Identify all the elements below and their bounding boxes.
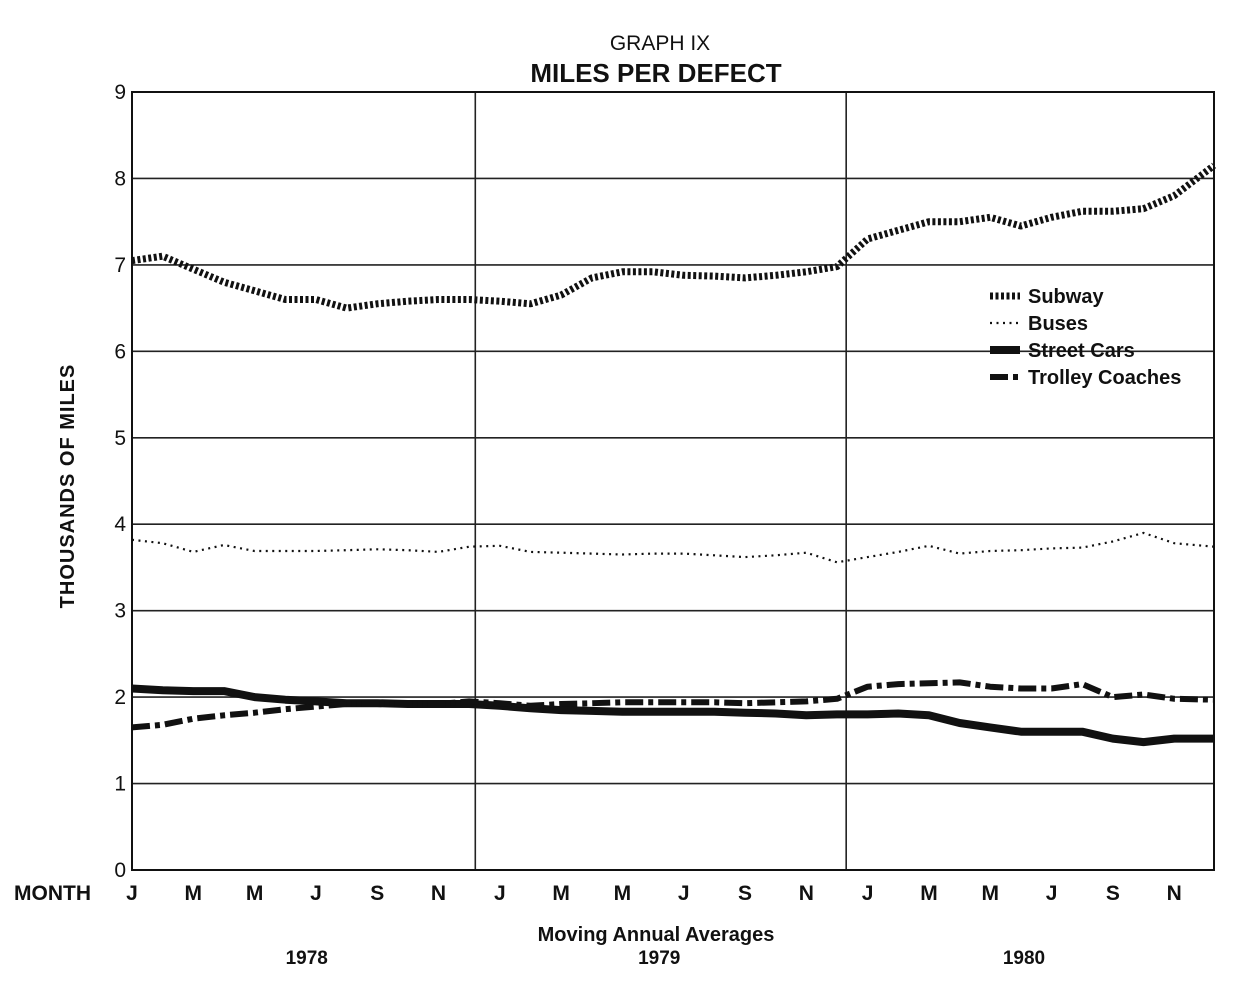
y-tick-5: 5	[114, 427, 126, 450]
x-tick-0: J	[126, 882, 138, 905]
series-street-cars-line	[131, 684, 1214, 747]
chart-title: MILES PER DEFECT	[530, 58, 781, 88]
x-tick-15: J	[1046, 882, 1058, 905]
y-axis-label: THOUSANDS OF MILES	[57, 364, 79, 609]
x-tick-14: M	[981, 882, 999, 905]
x-tick-17: N	[1167, 882, 1182, 905]
year-label-1980: 1980	[1003, 948, 1045, 969]
year-labels: 1978 1979 1980	[286, 948, 1046, 969]
y-tick-4: 4	[114, 513, 126, 536]
series-buses-line	[131, 531, 1215, 564]
x-axis-label: Moving Annual Averages	[538, 924, 775, 946]
legend: Subway Buses Street Cars Trolley Coaches	[990, 286, 1181, 389]
x-tick-5: N	[431, 882, 446, 905]
x-tick-6: J	[494, 882, 506, 905]
x-tick-4: S	[370, 882, 384, 905]
series-trolley-coaches-line	[131, 679, 1215, 731]
x-tick-16: S	[1106, 882, 1120, 905]
y-tick-9: 9	[114, 81, 126, 104]
plot-frame	[131, 91, 1215, 871]
legend-label-street-cars: Street Cars	[1028, 340, 1135, 362]
x-tick-8: M	[614, 882, 632, 905]
year-label-1979: 1979	[638, 948, 680, 969]
series-lines	[131, 162, 1217, 747]
y-tick-2: 2	[114, 686, 126, 709]
y-tick-0: 0	[114, 859, 126, 882]
month-axis-label: MONTH	[14, 882, 91, 905]
year-label-1978: 1978	[286, 948, 328, 969]
x-tick-3: J	[310, 882, 322, 905]
series-subway-line	[131, 162, 1217, 312]
x-tick-9: J	[678, 882, 690, 905]
y-tick-1: 1	[114, 773, 126, 796]
chart-subtitle: GRAPH IX	[610, 32, 710, 55]
y-tick-labels: 0 1 2 3 4 5 6 7 8 9	[114, 81, 126, 882]
x-tick-1: M	[185, 882, 203, 905]
y-tick-3: 3	[114, 600, 126, 623]
legend-label-subway: Subway	[1028, 286, 1104, 308]
x-tick-2: M	[246, 882, 264, 905]
y-tick-8: 8	[114, 167, 126, 190]
legend-label-trolley-coaches: Trolley Coaches	[1028, 367, 1181, 389]
x-tick-12: J	[862, 882, 874, 905]
y-tick-7: 7	[114, 254, 126, 277]
y-tick-6: 6	[114, 340, 126, 363]
grid-lines	[132, 91, 1214, 871]
x-tick-11: N	[799, 882, 814, 905]
legend-label-buses: Buses	[1028, 313, 1088, 335]
x-tick-10: S	[738, 882, 752, 905]
x-tick-7: M	[552, 882, 570, 905]
x-tick-13: M	[920, 882, 938, 905]
